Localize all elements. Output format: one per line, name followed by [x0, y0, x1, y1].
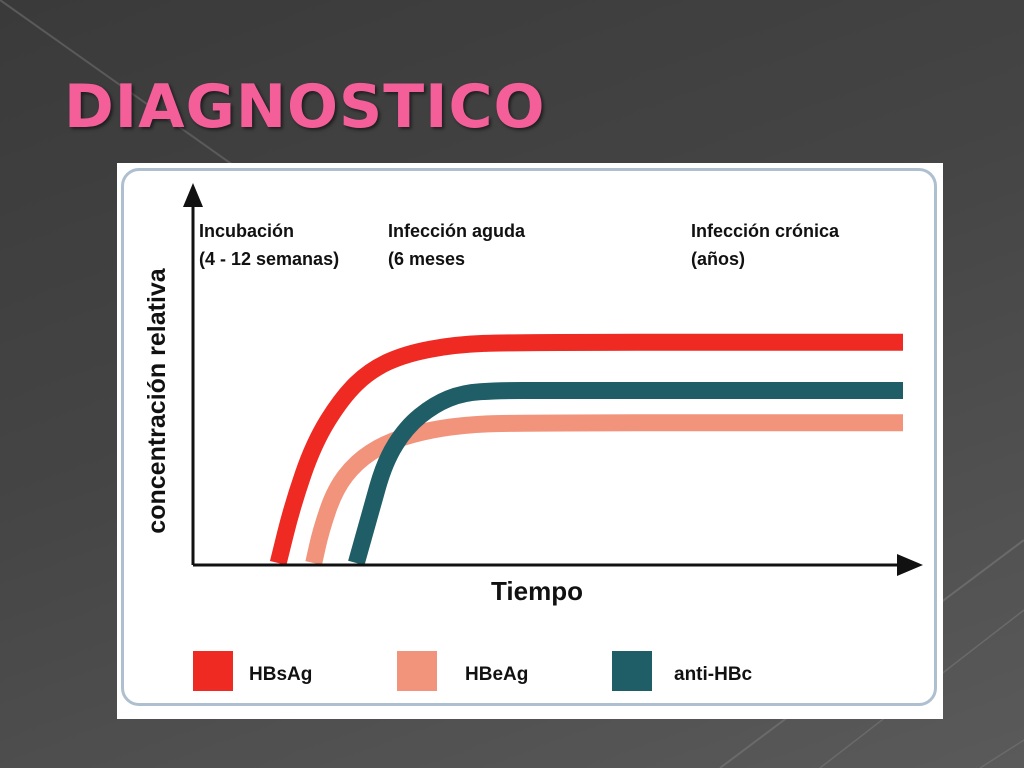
slide-title: DIAGNOSTICO [64, 72, 546, 142]
legend-swatch-hbsag [193, 651, 233, 691]
phase-incubation-detail: (4 - 12 semanas) [199, 249, 339, 269]
chart-figure: concentración relativa Tiempo Incubación… [117, 163, 943, 719]
phase-chronic-detail: (años) [691, 249, 745, 269]
series-curves [269, 333, 903, 566]
chart-frame [121, 168, 937, 706]
legend-swatch-anti-hbc [612, 651, 652, 691]
series-line-anti-hbc [348, 382, 903, 566]
legend-swatch-hbeag [397, 651, 437, 691]
x-axis-label: Tiempo [491, 576, 583, 606]
series-line-hbeag [305, 414, 903, 565]
phase-acute-detail: (6 meses [388, 249, 465, 269]
legend: HBsAg HBeAg anti-HBc [193, 651, 753, 691]
phase-incubation-name: Incubación [199, 221, 294, 241]
y-axis-label: concentración relativa [143, 267, 171, 533]
series-line-hbsag [269, 333, 903, 566]
y-axis-arrow [183, 183, 203, 207]
phase-acute-name: Infección aguda [388, 221, 526, 241]
x-axis-arrow [897, 554, 923, 576]
legend-label-hbeag: HBeAg [465, 664, 528, 685]
legend-label-anti-hbc: anti-HBc [674, 664, 753, 685]
phase-chronic-name: Infección crónica [691, 221, 840, 241]
hepatitis-b-serology-chart: concentración relativa Tiempo Incubación… [143, 183, 923, 691]
legend-label-hbsag: HBsAg [249, 664, 312, 685]
